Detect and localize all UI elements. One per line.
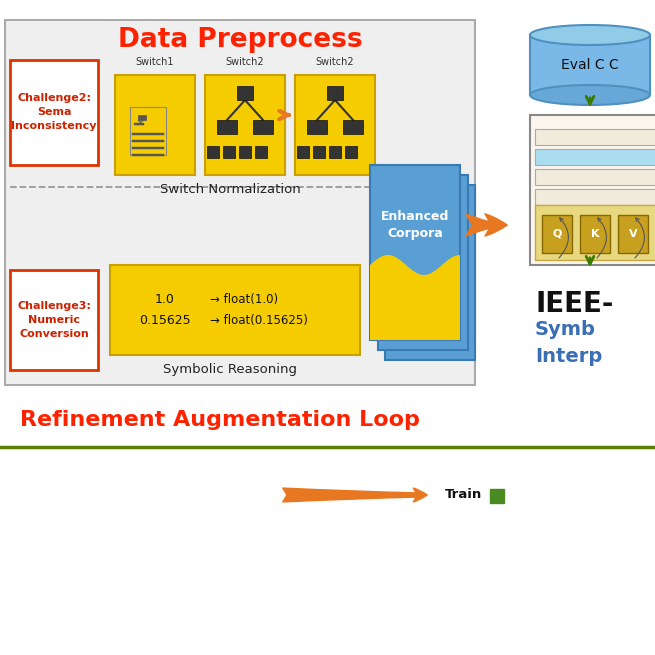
- Text: Switch2: Switch2: [316, 57, 354, 67]
- Text: Data Preprocess: Data Preprocess: [118, 27, 362, 53]
- Text: Q: Q: [552, 229, 562, 239]
- Bar: [237, 86, 253, 100]
- Bar: [207, 146, 219, 158]
- Bar: [370, 165, 460, 340]
- Bar: [535, 189, 655, 205]
- Bar: [255, 146, 267, 158]
- Bar: [239, 146, 251, 158]
- Bar: [10, 60, 98, 165]
- Bar: [313, 146, 325, 158]
- Bar: [138, 115, 146, 120]
- Bar: [132, 133, 164, 135]
- Bar: [490, 489, 504, 503]
- Bar: [329, 146, 341, 158]
- Bar: [530, 115, 655, 265]
- Text: Switch2: Switch2: [226, 57, 265, 67]
- Ellipse shape: [530, 85, 650, 105]
- Text: Switch Normalization: Switch Normalization: [160, 183, 301, 196]
- Bar: [130, 107, 166, 155]
- Bar: [327, 86, 343, 100]
- Bar: [297, 146, 309, 158]
- Text: Switch1: Switch1: [136, 57, 174, 67]
- Bar: [134, 123, 144, 125]
- Text: IEEE-: IEEE-: [535, 290, 613, 318]
- Text: V: V: [629, 229, 637, 239]
- Bar: [530, 35, 650, 95]
- Text: → float(1.0)
→ float(0.15625): → float(1.0) → float(0.15625): [210, 293, 308, 327]
- Polygon shape: [370, 255, 460, 340]
- Bar: [132, 154, 164, 156]
- Bar: [223, 146, 235, 158]
- Bar: [535, 205, 655, 260]
- Bar: [295, 75, 375, 175]
- Bar: [307, 120, 327, 134]
- Text: Enhanced
Corpora: Enhanced Corpora: [381, 210, 449, 240]
- Bar: [378, 175, 468, 350]
- Bar: [115, 75, 195, 175]
- Text: Symbolic Reasoning: Symbolic Reasoning: [163, 363, 297, 376]
- Bar: [217, 120, 237, 134]
- Text: K: K: [591, 229, 599, 239]
- Bar: [10, 270, 98, 370]
- Bar: [580, 215, 610, 253]
- Bar: [385, 185, 475, 360]
- Text: Challenge2:
Sema
Inconsistency: Challenge2: Sema Inconsistency: [11, 93, 97, 131]
- Text: Interp: Interp: [535, 347, 602, 366]
- Bar: [535, 149, 655, 165]
- Text: Train: Train: [445, 489, 482, 502]
- Bar: [132, 147, 164, 149]
- Bar: [110, 265, 360, 355]
- Text: ×: ×: [136, 118, 145, 128]
- Bar: [618, 215, 648, 253]
- Bar: [542, 215, 572, 253]
- Bar: [132, 140, 164, 142]
- Bar: [535, 169, 655, 185]
- Text: Challenge3:
Numeric
Conversion: Challenge3: Numeric Conversion: [17, 301, 91, 339]
- Text: 1.0
0.15625: 1.0 0.15625: [139, 293, 191, 327]
- Bar: [253, 120, 273, 134]
- Bar: [345, 146, 357, 158]
- Text: Eval C C: Eval C C: [561, 58, 619, 72]
- Text: Refinement Augmentation Loop: Refinement Augmentation Loop: [20, 410, 420, 430]
- Bar: [343, 120, 363, 134]
- Bar: [535, 129, 655, 145]
- Text: Symb: Symb: [535, 320, 596, 339]
- Ellipse shape: [530, 25, 650, 45]
- Bar: [205, 75, 285, 175]
- Bar: [5, 20, 475, 385]
